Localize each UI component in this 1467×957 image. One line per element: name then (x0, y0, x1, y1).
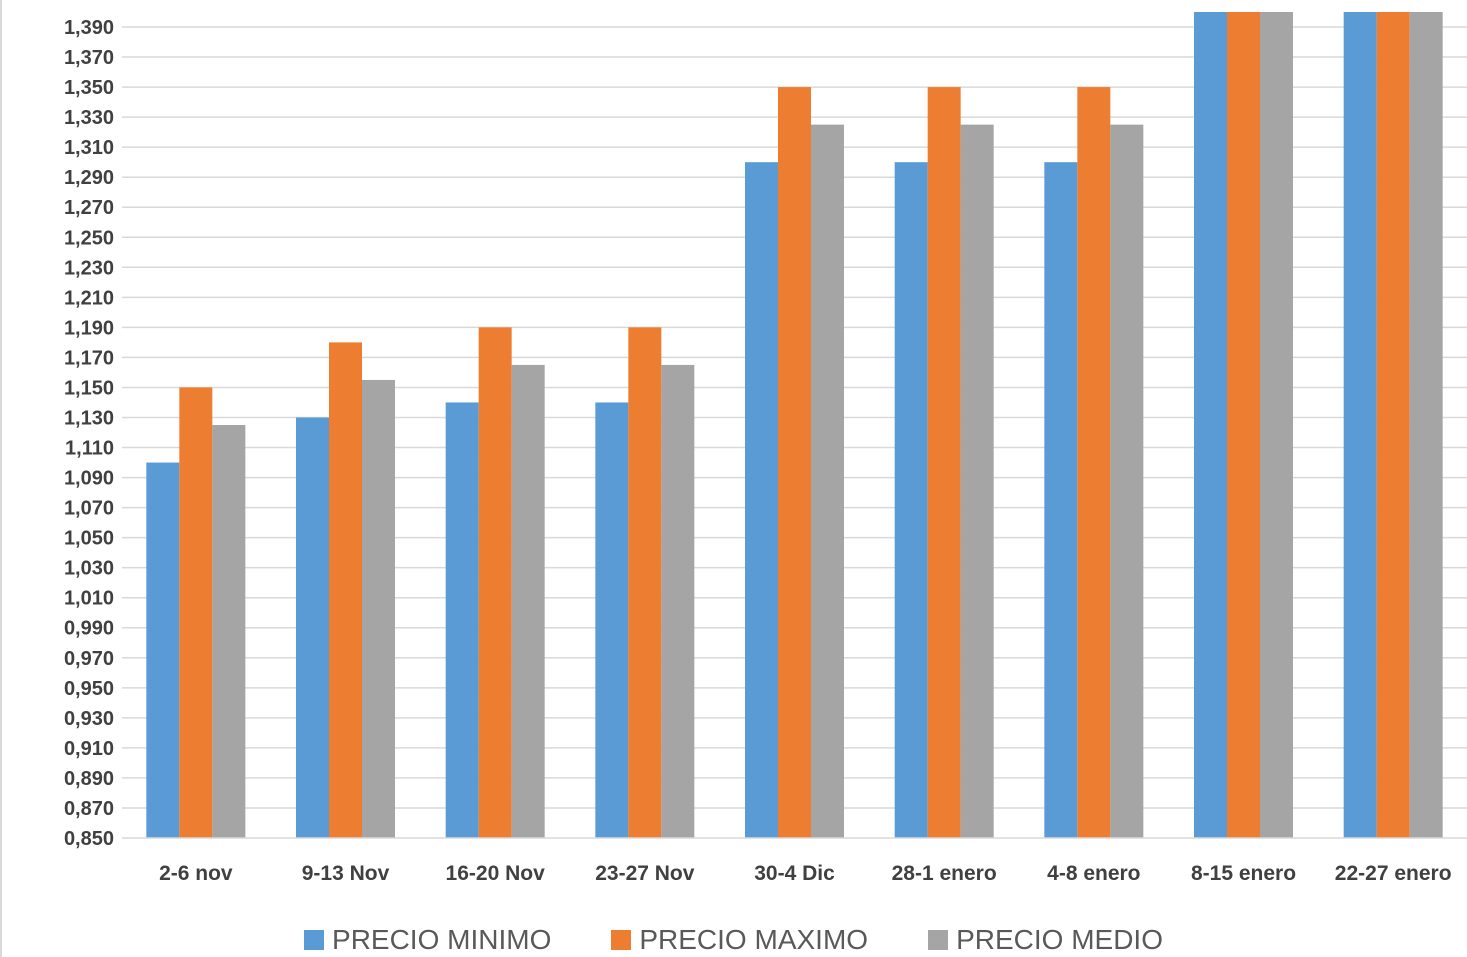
bar-max (329, 342, 362, 838)
legend-label-avg: PRECIO MEDIO (956, 923, 1163, 955)
x-category-label: 9-13 Nov (302, 862, 390, 885)
y-tick-label: 0,870 (64, 798, 114, 820)
bar-avg (511, 364, 545, 838)
bar-max (927, 87, 961, 838)
bar-min (1343, 12, 1377, 838)
y-tick-label: 0,950 (64, 678, 114, 700)
y-tick-label: 1,110 (65, 438, 114, 460)
legend-item-avg: PRECIO MEDIO (928, 922, 1163, 957)
legend-swatch-avg (928, 929, 949, 950)
bar-max (478, 327, 512, 838)
y-axis-ticks: 0,850 0,870 0,890 0,910 0,930 0,950 0,970 0,990… (64, 17, 114, 850)
bar-max (1227, 12, 1260, 838)
y-tick-label: 1,070 (64, 498, 114, 520)
y-tick-label: 1,170 (64, 347, 114, 369)
bar-chart: 0,850 0,870 0,890 0,910 0,930 0,950 0,970 0,990… (64, 12, 1467, 885)
legend-label-max: PRECIO MAXIMO (639, 923, 869, 955)
bar-avg (1110, 124, 1144, 839)
bar-avg (362, 379, 395, 838)
y-tick-label: 1,270 (64, 197, 114, 219)
legend-swatch-max (611, 929, 632, 950)
bar-avg (212, 425, 246, 838)
bar-avg (960, 124, 994, 839)
y-tick-label: 0,930 (64, 708, 114, 730)
y-tick-label: 1,050 (64, 528, 114, 550)
y-tick-label: 1,310 (64, 137, 114, 159)
y-tick-label: 1,330 (64, 107, 114, 129)
y-tick-label: 1,150 (64, 377, 114, 399)
y-tick-label: 1,090 (64, 468, 114, 490)
bar-min (1194, 12, 1227, 838)
y-tick-label: 1,130 (64, 407, 114, 429)
bar-avg (1260, 12, 1293, 838)
y-tick-label: 1,210 (64, 287, 114, 309)
x-axis-categories: 2-6 nov 9-13 Nov 16-20 Nov 23-27 Nov 30-4 Di… (159, 862, 1451, 885)
y-tick-label: 1,290 (64, 167, 114, 189)
legend-item-min: PRECIO MINIMO (304, 922, 551, 957)
legend: PRECIO MINIMO PRECIO MAXIMO PRECIO MEDIO (0, 922, 1467, 957)
x-category-label: 22-27 enero (1335, 862, 1452, 885)
bar-max (179, 387, 213, 838)
x-category-label: 23-27 Nov (595, 862, 695, 885)
bar-avg (661, 364, 695, 838)
x-category-label: 4-8 enero (1047, 862, 1140, 885)
bar-min (894, 162, 928, 838)
bar-min (296, 417, 329, 838)
y-tick-label: 1,190 (64, 317, 114, 339)
y-tick-label: 1,030 (64, 558, 114, 580)
y-tick-label: 1,390 (64, 17, 114, 39)
y-tick-label: 1,350 (64, 77, 114, 99)
bar-max (1376, 12, 1410, 838)
bar-min (745, 162, 778, 838)
bar-max (778, 87, 811, 838)
y-tick-label: 1,010 (64, 588, 114, 610)
y-tick-label: 0,970 (64, 648, 114, 670)
x-category-label: 2-6 nov (159, 862, 233, 885)
y-tick-label: 1,370 (64, 47, 114, 69)
x-category-label: 30-4 Dic (754, 862, 835, 885)
bar-max (628, 327, 662, 838)
bars (146, 12, 1443, 839)
legend-item-max: PRECIO MAXIMO (611, 922, 868, 957)
bar-avg (811, 124, 844, 839)
bar-max (1077, 87, 1111, 838)
x-category-label: 28-1 enero (892, 862, 997, 885)
bar-min (445, 402, 479, 838)
bar-avg (1409, 12, 1443, 838)
x-category-label: 16-20 Nov (446, 862, 546, 885)
y-tick-label: 0,990 (64, 618, 114, 640)
y-tick-label: 0,910 (64, 738, 114, 760)
legend-swatch-min (304, 929, 325, 950)
bar-min (146, 462, 180, 838)
x-category-label: 8-15 enero (1191, 862, 1296, 885)
y-tick-label: 1,230 (64, 257, 114, 279)
y-tick-label: 0,890 (64, 768, 114, 790)
y-tick-label: 1,250 (64, 227, 114, 249)
bar-min (595, 402, 629, 838)
legend-label-min: PRECIO MINIMO (332, 923, 552, 955)
bar-min (1044, 162, 1078, 838)
y-tick-label: 0,850 (64, 828, 114, 850)
